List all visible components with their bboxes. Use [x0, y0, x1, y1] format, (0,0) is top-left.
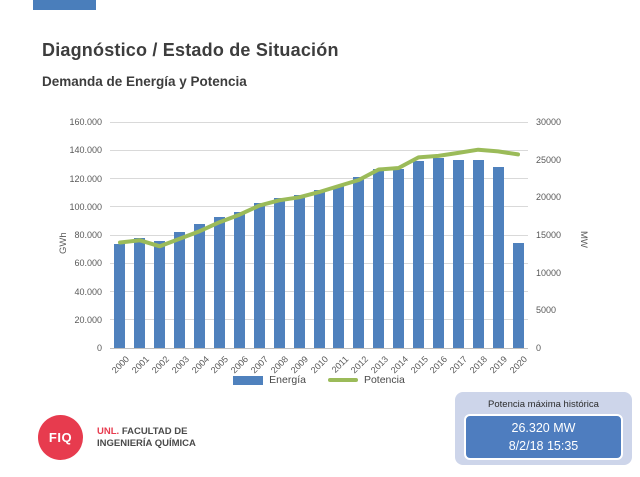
fiq-logo-circle: FIQ — [38, 415, 83, 460]
infobox-caption: Potencia máxima histórica — [488, 399, 599, 410]
faculty-line2: INGENIERÍA QUÍMICA — [97, 437, 196, 449]
left-axis-tick-label: 140.000 — [69, 145, 102, 156]
right-axis-tick-label: 5000 — [536, 305, 557, 316]
x-axis-tick-label: 2015 — [408, 354, 430, 376]
energia-bar — [492, 166, 504, 348]
energia-bar — [174, 232, 186, 348]
energia-bar — [293, 195, 305, 348]
chart-title: Demanda de Energía y Potencia — [42, 74, 247, 89]
energia-bar — [194, 224, 206, 348]
energia-bar — [353, 177, 365, 348]
faculty-line1: UNL. FACULTAD DE — [97, 425, 188, 437]
right-axis-tick-label: 15000 — [536, 230, 562, 240]
x-axis-tick-label: 2006 — [229, 354, 251, 376]
chart-legend: Energía Potencia — [110, 374, 528, 386]
potencia-line-swatch-icon — [327, 378, 358, 382]
page-title: Diagnóstico / Estado de Situación — [42, 40, 339, 60]
energia-bar — [134, 237, 146, 348]
chart-plot-area — [110, 121, 528, 349]
energia-bar — [413, 160, 425, 348]
left-axis-tick-label: 120.000 — [69, 173, 102, 184]
energia-bar — [273, 197, 285, 348]
left-axis-tick-label: 40.000 — [74, 286, 102, 297]
energia-bar — [313, 189, 325, 348]
legend-label-energia: Energía — [269, 374, 306, 386]
x-axis-tick-label: 2009 — [288, 354, 311, 376]
right-axis-tick-label: 20000 — [536, 192, 562, 203]
infobox-value-panel: 26.320 MW 8/2/18 15:35 — [464, 414, 623, 460]
x-axis-tick-label: 2008 — [269, 354, 291, 376]
x-axis-tick-label: 2018 — [468, 354, 490, 376]
max-power-value: 26.320 MW — [511, 421, 576, 435]
gridline — [110, 149, 528, 151]
x-axis-tick-label: 2001 — [129, 354, 151, 376]
gridline — [110, 121, 528, 123]
left-axis-tick-label: 0 — [96, 343, 102, 353]
left-axis-tick-label: 160.000 — [69, 117, 102, 127]
left-axis-tick-label: 20.000 — [74, 314, 102, 325]
energia-bar — [114, 244, 126, 348]
energia-bar — [233, 211, 245, 348]
x-axis-tick-label: 2017 — [448, 354, 470, 376]
gridline — [110, 178, 528, 179]
right-axis-tick-label: 25000 — [536, 154, 562, 165]
x-axis-tick-label: 2004 — [189, 354, 211, 376]
energia-bar — [452, 160, 464, 348]
right-axis-tick-label: 0 — [536, 343, 542, 353]
x-axis-tick-label: 2016 — [428, 354, 450, 376]
energia-bar — [333, 185, 345, 348]
right-axis-tick-label: 10000 — [536, 267, 562, 278]
energia-bar-swatch-icon — [233, 375, 264, 385]
energia-bar — [472, 160, 484, 348]
x-axis-tick-label: 2012 — [348, 354, 370, 376]
unl-brand: UNL. — [97, 425, 120, 437]
energia-bar — [393, 168, 405, 348]
x-axis-tick-label: 2011 — [329, 354, 350, 375]
potencia-line — [118, 147, 520, 249]
x-axis-tick-label: 2007 — [249, 354, 271, 376]
energia-bar — [253, 203, 265, 348]
x-axis-tick-label: 2013 — [368, 354, 390, 376]
legend-item-energia: Energía — [233, 374, 306, 386]
left-axis-tick-label: 80.000 — [74, 230, 102, 240]
gridline — [110, 347, 528, 349]
max-power-infobox: Potencia máxima histórica 26.320 MW 8/2/… — [455, 392, 632, 465]
max-power-timestamp: 8/2/18 15:35 — [508, 439, 579, 453]
energia-bar — [373, 169, 385, 348]
legend-item-potencia: Potencia — [327, 374, 405, 386]
x-axis-tick-label: 2019 — [487, 354, 510, 376]
legend-label-potencia: Potencia — [363, 374, 405, 386]
x-axis-tick-label: 2002 — [149, 354, 171, 376]
faculty-name: UNL. FACULTAD DE INGENIERÍA QUÍMICA — [97, 426, 196, 450]
energia-bar — [213, 217, 225, 348]
fiq-logo: FIQ UNL. FACULTAD DE INGENIERÍA QUÍMICA — [38, 415, 196, 460]
x-axis-tick-label: 2014 — [388, 354, 410, 376]
energia-bar — [432, 158, 444, 348]
right-axis-tick-label: 30000 — [536, 117, 562, 127]
left-axis-tick-label: 60.000 — [74, 258, 102, 269]
x-axis-tick-label: 2020 — [507, 354, 530, 376]
left-axis-tick-label: 100.000 — [69, 201, 102, 212]
energia-bar — [154, 240, 166, 348]
x-axis-tick-label: 2000 — [109, 354, 132, 376]
x-axis-tick-label: 2005 — [209, 354, 231, 376]
energia-bar — [512, 242, 524, 348]
x-axis-tick-label: 2010 — [308, 354, 331, 376]
x-axis-tick-label: 2003 — [169, 354, 191, 376]
slide-accent-bar — [33, 0, 96, 10]
